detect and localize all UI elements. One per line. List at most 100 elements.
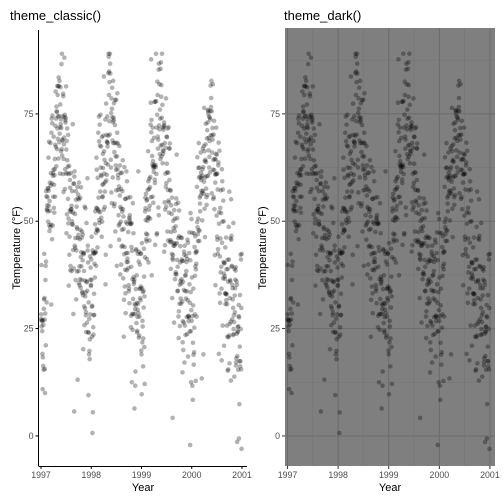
data-point: [213, 283, 218, 288]
data-point: [64, 147, 69, 152]
data-point: [457, 109, 462, 114]
data-point: [141, 289, 146, 294]
data-point: [219, 211, 224, 216]
scatter-points: [39, 51, 244, 451]
data-point: [113, 123, 118, 128]
data-point: [50, 237, 55, 242]
data-point: [164, 96, 169, 101]
data-point: [217, 291, 222, 296]
data-point: [148, 216, 153, 221]
data-point: [442, 314, 447, 319]
data-point: [305, 85, 310, 90]
data-point: [465, 254, 470, 259]
data-point: [74, 297, 79, 302]
data-point: [387, 392, 392, 397]
data-point: [467, 167, 472, 172]
data-point: [218, 236, 223, 241]
data-point: [304, 131, 309, 136]
data-point: [41, 355, 46, 360]
data-point: [79, 264, 84, 269]
data-point: [139, 251, 144, 256]
data-point: [111, 79, 116, 84]
data-point: [52, 210, 57, 215]
data-point: [465, 149, 470, 154]
data-point: [155, 231, 160, 236]
data-point: [304, 79, 309, 84]
data-point: [139, 352, 144, 357]
data-point: [202, 179, 207, 184]
x-tick-label: 1998: [81, 470, 101, 480]
data-point: [166, 125, 171, 130]
data-point: [425, 324, 430, 329]
data-point: [392, 197, 397, 202]
data-point: [82, 269, 87, 274]
data-point: [235, 282, 240, 287]
data-point: [203, 235, 208, 240]
data-point: [173, 224, 178, 229]
data-point: [223, 245, 228, 250]
data-point: [392, 232, 397, 237]
data-point: [118, 272, 123, 277]
data-point: [66, 133, 71, 138]
data-point: [422, 216, 427, 221]
data-point: [299, 210, 304, 215]
data-point: [352, 114, 357, 119]
data-point: [195, 155, 200, 160]
data-point: [354, 132, 359, 137]
data-point: [343, 130, 348, 135]
data-point: [190, 383, 195, 388]
data-point: [134, 321, 139, 326]
data-point: [192, 245, 197, 250]
data-point: [102, 74, 107, 79]
data-point: [104, 173, 109, 178]
data-point: [312, 158, 317, 163]
data-point: [313, 133, 318, 138]
data-point: [232, 320, 237, 325]
data-point: [416, 188, 421, 193]
data-point: [486, 359, 491, 364]
data-point: [158, 107, 163, 112]
data-point: [332, 176, 337, 181]
data-point: [382, 328, 387, 333]
data-point: [479, 221, 484, 226]
data-point: [378, 231, 383, 236]
data-point: [459, 195, 464, 200]
data-point: [464, 247, 469, 252]
data-point: [170, 195, 175, 200]
data-point: [313, 283, 318, 288]
x-axis-ticks: 1997 1998 1999 2000 2001: [278, 466, 500, 480]
data-point: [233, 310, 238, 315]
data-point: [91, 410, 96, 415]
data-point: [112, 201, 117, 206]
data-point: [411, 204, 416, 209]
data-point: [76, 269, 81, 274]
data-point: [82, 251, 87, 256]
data-point: [191, 362, 196, 367]
data-point: [103, 282, 108, 287]
data-point: [387, 319, 392, 324]
data-point: [314, 252, 319, 257]
data-point: [487, 447, 492, 452]
data-point: [190, 398, 195, 403]
data-point: [110, 85, 115, 90]
data-point: [298, 206, 303, 211]
data-point: [346, 234, 351, 239]
data-point: [109, 165, 114, 170]
data-point: [112, 150, 117, 155]
data-point: [369, 165, 374, 170]
data-point: [108, 71, 113, 76]
data-point: [404, 213, 409, 218]
data-point: [215, 171, 220, 176]
data-point: [398, 194, 403, 199]
data-point: [232, 374, 237, 379]
data-point: [170, 296, 175, 301]
data-point: [166, 170, 171, 175]
data-point: [67, 234, 72, 239]
data-point: [47, 199, 52, 204]
data-point: [339, 275, 344, 280]
data-point: [99, 234, 104, 239]
data-point: [438, 398, 443, 403]
data-point: [418, 253, 423, 258]
data-point: [238, 327, 243, 332]
data-point: [350, 282, 355, 287]
